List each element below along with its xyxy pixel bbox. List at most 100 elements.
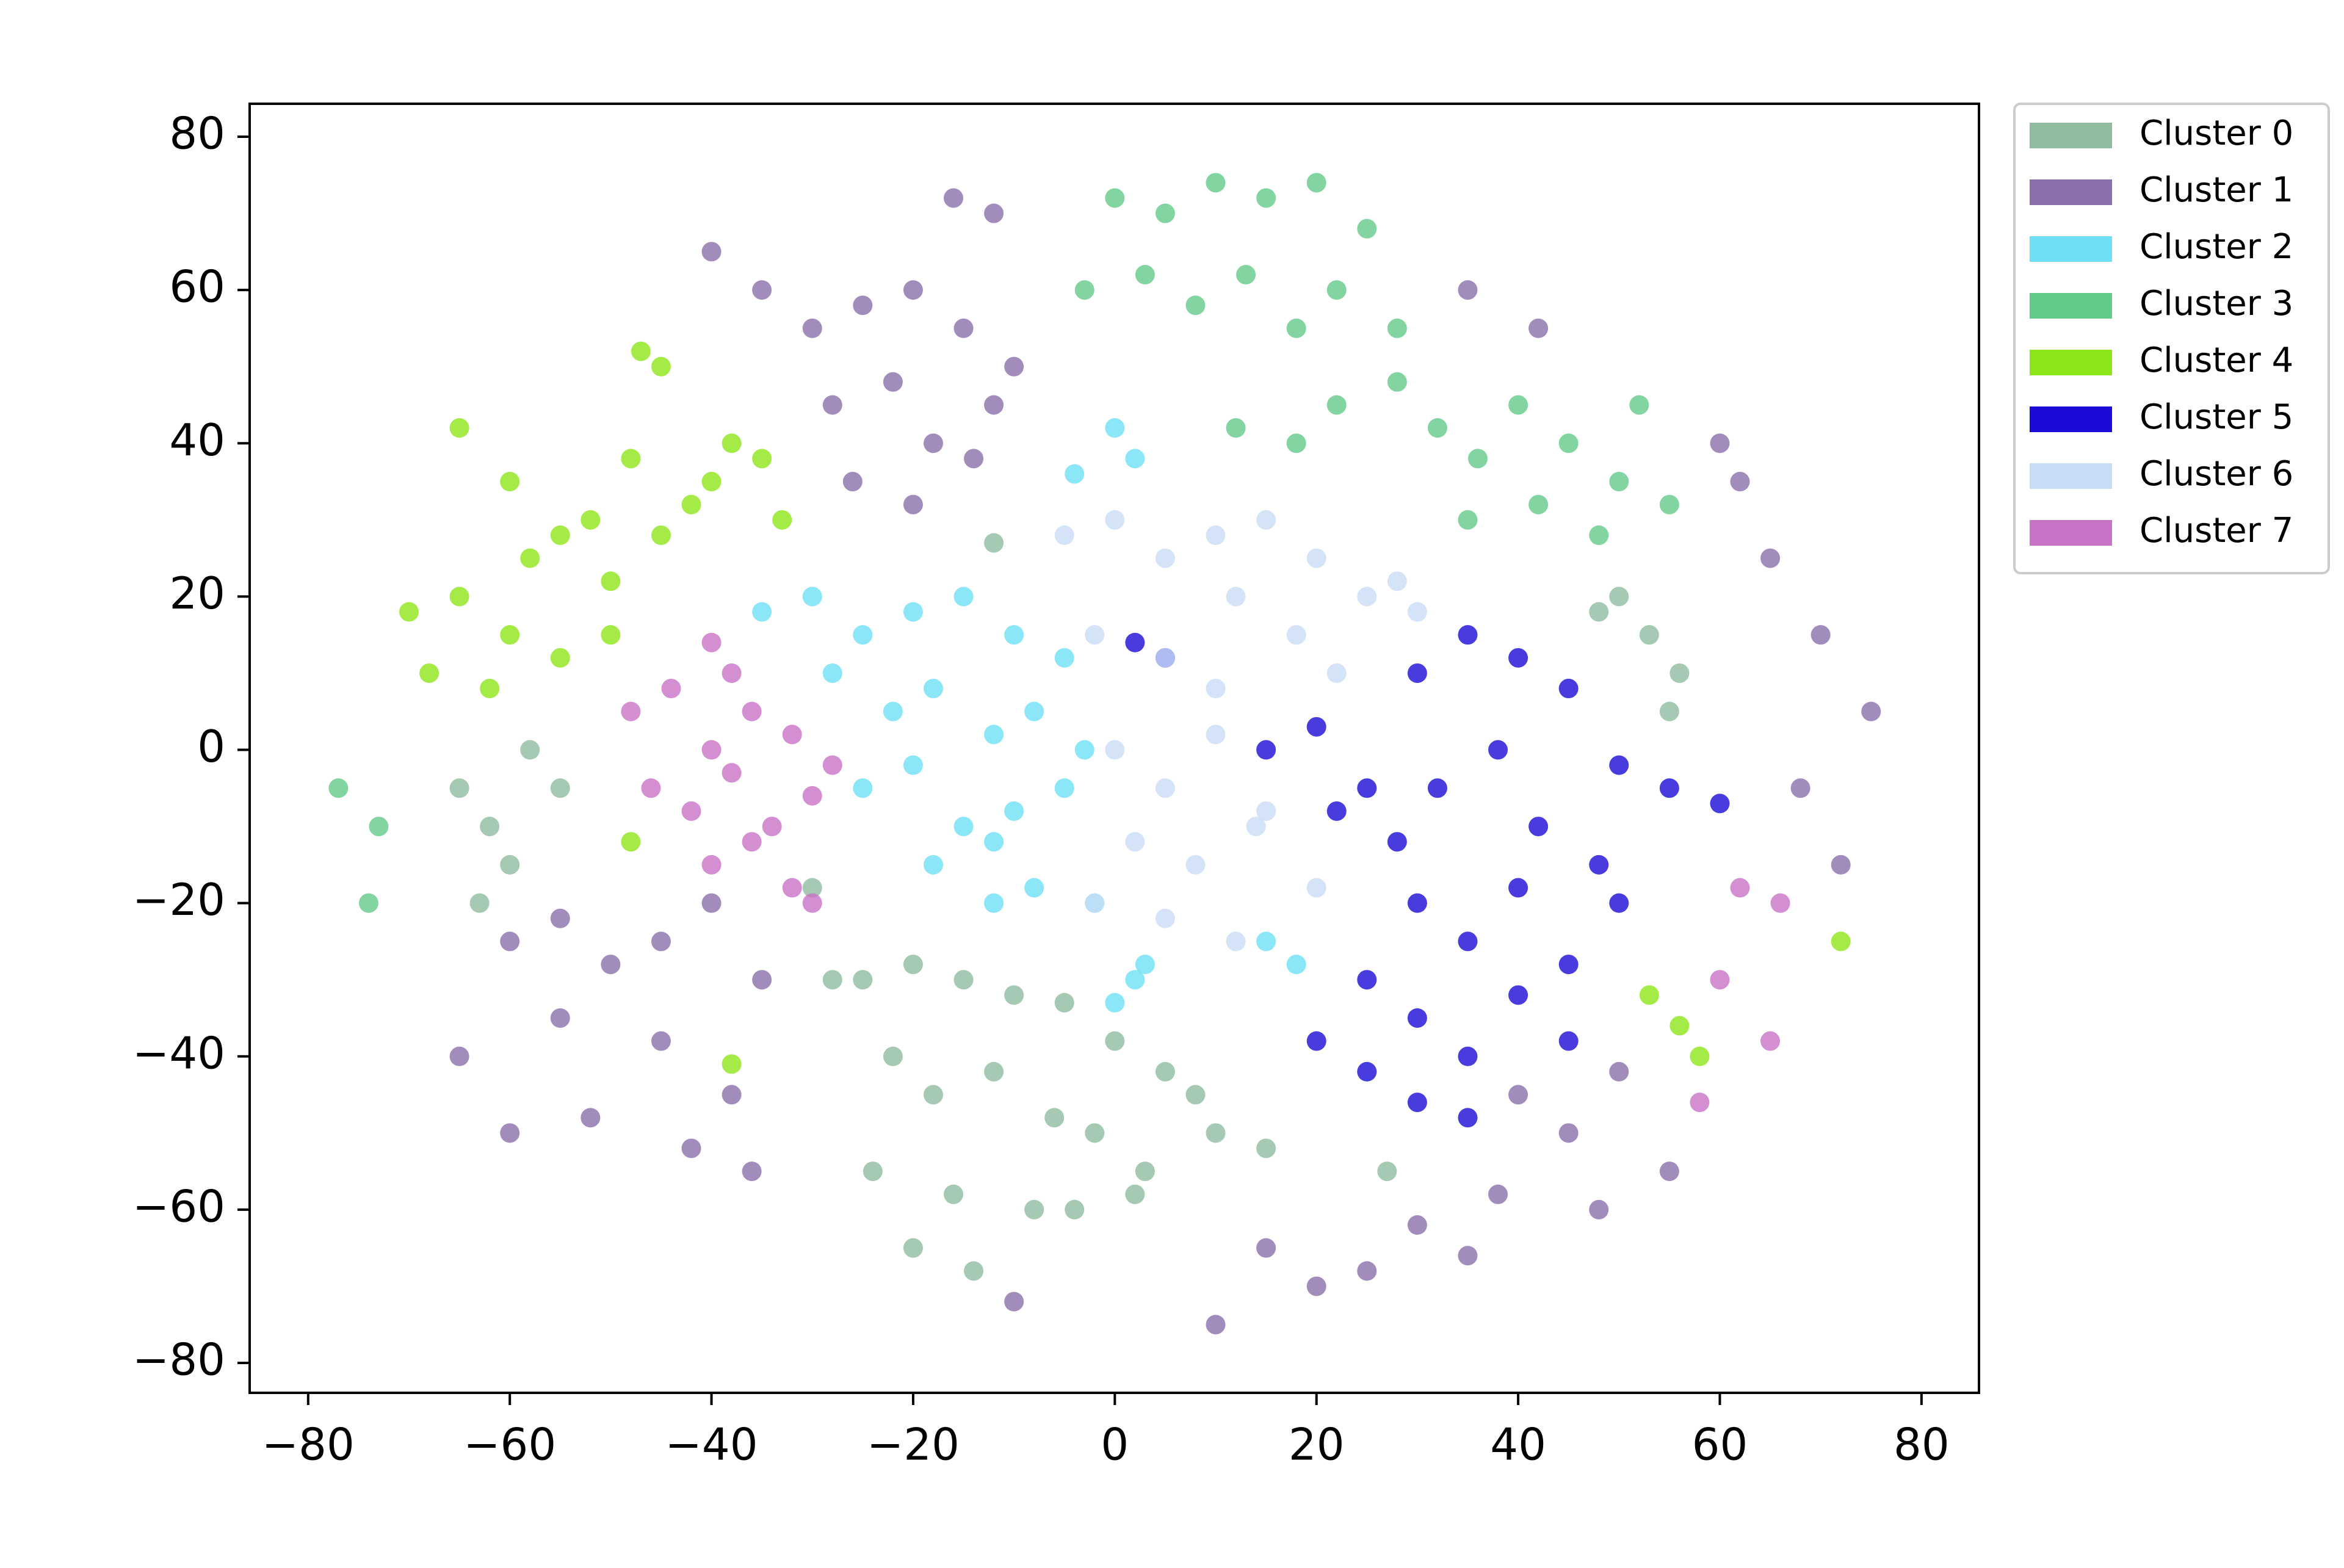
- point: [1105, 992, 1125, 1013]
- point: [1105, 1031, 1125, 1051]
- point: [1609, 587, 1629, 607]
- point: [1185, 854, 1206, 875]
- point: [1528, 817, 1549, 837]
- y-tick-label: −60: [132, 1180, 225, 1232]
- x-tick-label: −20: [867, 1419, 960, 1470]
- point: [399, 602, 419, 622]
- point: [1004, 801, 1024, 821]
- point: [581, 1108, 601, 1128]
- point: [1185, 295, 1206, 316]
- point: [358, 893, 378, 913]
- point: [782, 878, 802, 898]
- point: [1044, 1108, 1065, 1128]
- point: [1609, 755, 1629, 775]
- point: [953, 817, 974, 837]
- y-tick-label: −40: [132, 1027, 225, 1078]
- point: [1458, 1108, 1478, 1128]
- legend-swatch: [2030, 520, 2112, 546]
- point: [752, 449, 772, 469]
- point: [822, 970, 842, 990]
- point: [964, 449, 984, 469]
- y-tick-label: −80: [132, 1334, 225, 1386]
- point: [1377, 1162, 1397, 1182]
- point: [1054, 992, 1074, 1013]
- x-tick-label: −40: [665, 1419, 758, 1470]
- point: [581, 510, 601, 530]
- point: [903, 1238, 923, 1258]
- point: [1256, 740, 1276, 760]
- legend-label: Cluster 3: [2140, 284, 2293, 323]
- point: [1206, 173, 1226, 193]
- y-tick-label: 60: [169, 261, 225, 313]
- y-tick-label: −20: [132, 874, 225, 925]
- point: [1306, 717, 1326, 737]
- point: [651, 1031, 671, 1051]
- point: [1508, 878, 1528, 898]
- point: [1387, 832, 1407, 852]
- y-tick-label: 20: [169, 568, 225, 619]
- point: [1458, 625, 1478, 645]
- point: [1407, 602, 1427, 622]
- point: [1589, 1199, 1609, 1219]
- point: [1306, 173, 1326, 193]
- point: [1508, 985, 1528, 1005]
- legend-frame: [2013, 103, 2330, 574]
- point: [419, 663, 440, 683]
- point: [1125, 449, 1145, 469]
- legend-label: Cluster 6: [2140, 454, 2293, 494]
- point: [1609, 1061, 1629, 1082]
- point: [1407, 893, 1427, 913]
- point: [742, 832, 762, 852]
- point: [944, 188, 964, 208]
- point: [1710, 970, 1730, 990]
- point: [1206, 525, 1226, 545]
- point: [1155, 778, 1175, 798]
- point: [984, 1061, 1004, 1082]
- point: [601, 955, 621, 975]
- point: [1125, 632, 1145, 652]
- legend: Cluster 0 Cluster 1 Cluster 2 Cluster 3 Clus…: [2013, 103, 2330, 574]
- point: [631, 341, 651, 361]
- point: [1690, 1046, 1710, 1066]
- point: [752, 602, 772, 622]
- point: [480, 817, 500, 837]
- point: [1629, 395, 1649, 415]
- point: [500, 1123, 520, 1143]
- point: [1024, 878, 1044, 898]
- point: [1458, 1046, 1478, 1066]
- point: [722, 433, 742, 453]
- point: [1861, 701, 1881, 721]
- point: [1206, 679, 1226, 699]
- point: [1609, 893, 1629, 913]
- point: [500, 854, 520, 875]
- point: [500, 625, 520, 645]
- point: [923, 1085, 943, 1105]
- point: [1306, 548, 1326, 568]
- point: [1074, 280, 1094, 300]
- point: [1458, 1246, 1478, 1266]
- point: [822, 395, 842, 415]
- point: [1669, 663, 1690, 683]
- point: [1024, 701, 1044, 721]
- legend-swatch: [2030, 350, 2112, 375]
- point: [903, 280, 923, 300]
- point: [1770, 893, 1790, 913]
- point: [822, 663, 842, 683]
- point: [550, 908, 570, 928]
- point: [822, 755, 842, 775]
- point: [1054, 778, 1074, 798]
- point: [1256, 931, 1276, 952]
- point: [1226, 587, 1246, 607]
- point: [853, 295, 873, 316]
- y-tick-label: 80: [169, 108, 225, 159]
- point: [883, 372, 903, 392]
- point: [1074, 740, 1094, 760]
- point: [1458, 510, 1478, 530]
- point: [863, 1162, 883, 1182]
- point: [520, 740, 540, 760]
- point: [550, 778, 570, 798]
- point: [601, 571, 621, 591]
- point: [1256, 188, 1276, 208]
- point: [1558, 679, 1579, 699]
